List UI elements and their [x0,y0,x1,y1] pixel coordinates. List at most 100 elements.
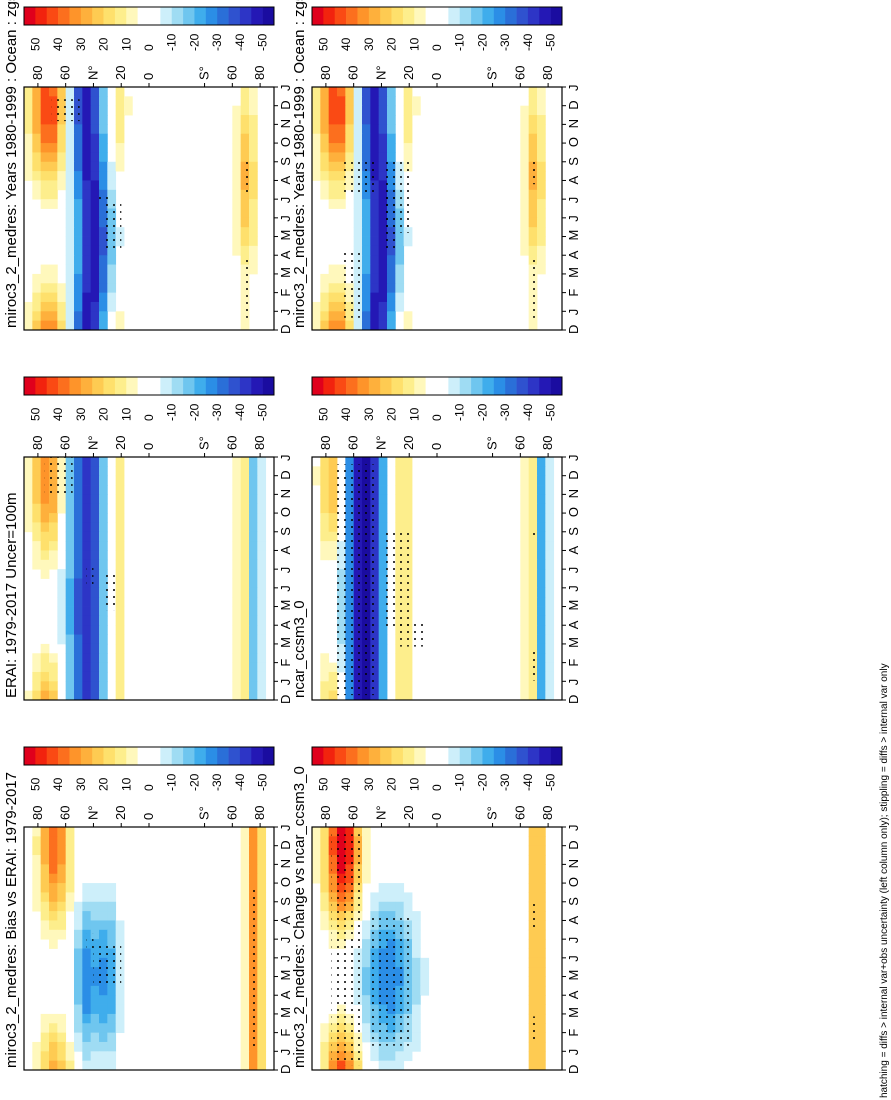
heatmap-cell [370,152,380,163]
heatmap-cell [545,615,555,626]
heatmap-cell [528,466,538,477]
heatmap-cell [40,283,50,294]
heatmap-cell [420,985,430,996]
heatmap-cell [545,475,555,486]
colorbar-swatch [171,7,184,25]
month-tick-label: N [566,119,581,128]
colorbar-swatch [194,747,207,765]
heatmap-cell [240,901,250,912]
heatmap-cell [115,1013,125,1024]
colorbar-label: 10 [119,37,133,51]
heatmap-cell [232,208,242,219]
colorbar-swatch [437,7,449,25]
heatmap-cell [528,87,538,97]
heatmap-cell [90,152,100,163]
heatmap-cell [520,236,530,247]
heatmap-cell [74,995,83,1005]
heatmap-cell [528,985,538,996]
heatmap-cell [99,96,108,107]
colorbar-label: -40 [233,773,247,791]
heatmap-cell [353,320,363,331]
heatmap-cell [249,690,258,701]
heatmap-cell [57,634,67,645]
stippling-region [531,899,539,930]
heatmap-cell [65,883,75,893]
heatmap-cell [240,1004,250,1015]
heatmap-cell [537,855,546,865]
heatmap-cell [537,836,546,847]
heatmap-cell [24,161,33,172]
colorbar-swatch [334,7,347,25]
heatmap-cell [362,87,371,97]
colorbar-swatch [35,7,48,25]
heatmap-cell [520,217,530,228]
heatmap-cell [32,96,42,107]
heatmap-cell [403,503,413,514]
heatmap-cell [257,466,267,477]
colorbar-label: -10 [165,773,179,791]
heatmap-cell [82,485,92,495]
heatmap-cell [257,845,267,856]
heatmap-cell [40,892,50,903]
heatmap-cell [378,662,388,673]
heatmap-cell [115,578,125,589]
heatmap-cell [90,985,100,996]
colorbar-swatch [312,7,324,25]
stippling-region [530,529,537,540]
heatmap-cell [545,587,555,598]
heatmap-cell [387,283,396,294]
heatmap-cell [49,87,58,97]
heatmap-cell [74,87,83,97]
month-tick-label: J [566,825,581,832]
heatmap-cell [49,161,58,172]
colorbar-swatch [334,747,347,765]
heatmap-cell [90,920,100,931]
heatmap-cell [403,1041,413,1052]
heatmap-cell [353,1060,363,1071]
colorbar-swatch [171,377,184,395]
heatmap-cell [49,836,58,847]
heatmap-cell [240,1041,250,1052]
heatmap-cell [328,171,338,181]
heatmap-cell [362,133,371,144]
month-tick-label: D [566,1065,581,1074]
heatmap-cell [49,180,58,191]
colorbar-label: 50 [316,777,330,791]
colorbar-swatch [24,747,36,765]
heatmap-cell [32,189,42,200]
heatmap-cell [320,115,330,125]
heatmap-cell [240,643,250,654]
heatmap-cell [74,1004,83,1015]
heatmap-cell [40,681,50,692]
lat-tick-label: 0 [141,73,156,80]
heatmap-cell [232,531,242,542]
heatmap-cell [82,883,92,893]
heatmap-cell [537,920,546,931]
heatmap-cell [40,569,50,579]
heatmap-cell [403,143,413,153]
heatmap-cell [240,625,250,635]
heatmap-cell [528,967,538,977]
heatmap-cell [65,662,75,673]
heatmap-cell [362,311,371,322]
lat-tick-label: N° [373,65,388,80]
heatmap-cell [528,578,538,589]
heatmap-cell [32,124,42,135]
month-tick-label: O [278,137,293,147]
heatmap-cell [65,643,75,654]
heatmap-cell [520,227,530,237]
heatmap-cell [520,662,530,673]
heatmap-cell [99,475,108,486]
month-tick-label: M [566,267,581,278]
heatmap-cell [395,671,405,682]
heatmap-cell [520,690,530,701]
heatmap-cell [115,311,125,322]
heatmap-cell [32,883,42,893]
heatmap-cell [99,587,108,598]
heatmap-cell [257,967,267,977]
heatmap-cell [49,939,58,949]
heatmap-cell [240,855,250,865]
heatmap-cell [257,559,267,570]
stippling-region [96,193,111,204]
heatmap-cell [74,690,83,701]
